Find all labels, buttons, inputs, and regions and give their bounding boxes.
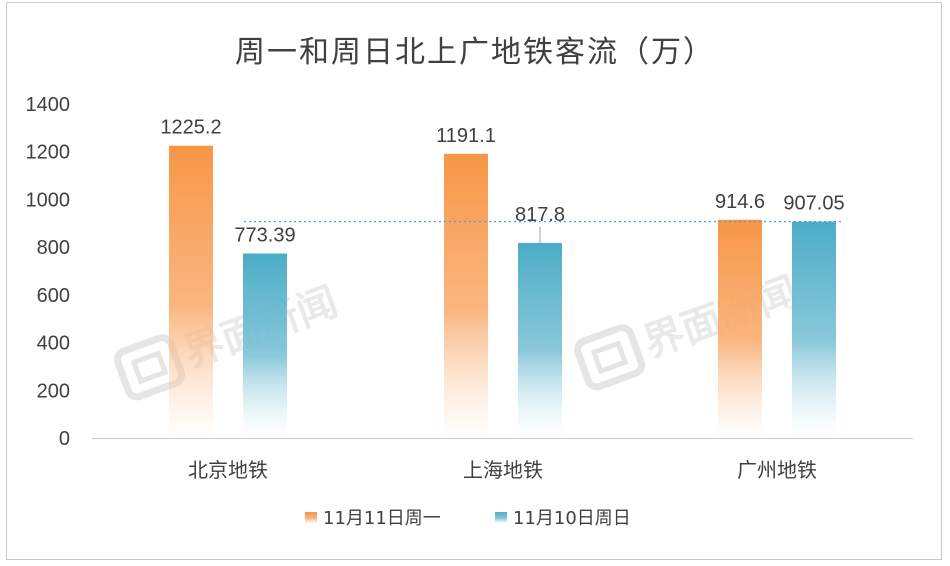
- watermark-logo-icon: [574, 324, 646, 391]
- y-tick-label: 1400: [26, 94, 71, 116]
- y-tick-label: 600: [37, 285, 70, 307]
- y-tick-label: 800: [37, 237, 70, 259]
- x-axis-categories: 北京地铁 上海地铁 广州地铁: [188, 458, 817, 482]
- y-tick-label: 200: [37, 380, 70, 402]
- legend-swatch: [495, 512, 507, 524]
- y-tick-label: 1000: [26, 189, 71, 211]
- legend-label: 11月11日周一: [323, 508, 441, 529]
- y-tick-label: 1200: [26, 142, 71, 164]
- bar-sunday-1: [518, 242, 562, 438]
- y-tick-label: 0: [59, 428, 70, 450]
- data-labels: 1225.2 1191.1 914.6 773.39 817.8 907.05: [160, 117, 844, 247]
- legend-label: 11月10日周日: [513, 508, 631, 529]
- x-category-label: 上海地铁: [463, 458, 543, 482]
- data-label: 817.8: [515, 204, 565, 226]
- bars-layer: [169, 145, 836, 439]
- bar-monday-0: [169, 145, 213, 439]
- legend-swatch: [305, 512, 317, 524]
- watermark: 界面新闻: [114, 279, 344, 401]
- watermark-logo-inner: [590, 340, 629, 375]
- data-label: 1225.2: [160, 117, 221, 139]
- y-axis: 0 200 400 600 800 1000 1200 1400: [26, 94, 71, 450]
- x-category-label: 广州地铁: [737, 458, 817, 482]
- data-label: 1191.1: [436, 125, 496, 147]
- bar-sunday-2: [792, 221, 836, 438]
- x-category-label: 北京地铁: [188, 458, 268, 482]
- watermark-logo-inner: [130, 350, 169, 385]
- data-label: 773.39: [234, 224, 295, 246]
- bar-monday-2: [718, 219, 762, 438]
- chart-title: 周一和周日北上广地铁客流（万）: [235, 35, 715, 70]
- data-label: 907.05: [783, 193, 844, 215]
- bar-sunday-0: [243, 253, 287, 438]
- legend: 11月11日周一 11月10日周日: [305, 508, 631, 529]
- bar-monday-1: [444, 153, 488, 438]
- y-tick-label: 400: [37, 333, 70, 355]
- data-label: 914.6: [715, 191, 765, 213]
- watermark: 界面新闻: [574, 269, 804, 391]
